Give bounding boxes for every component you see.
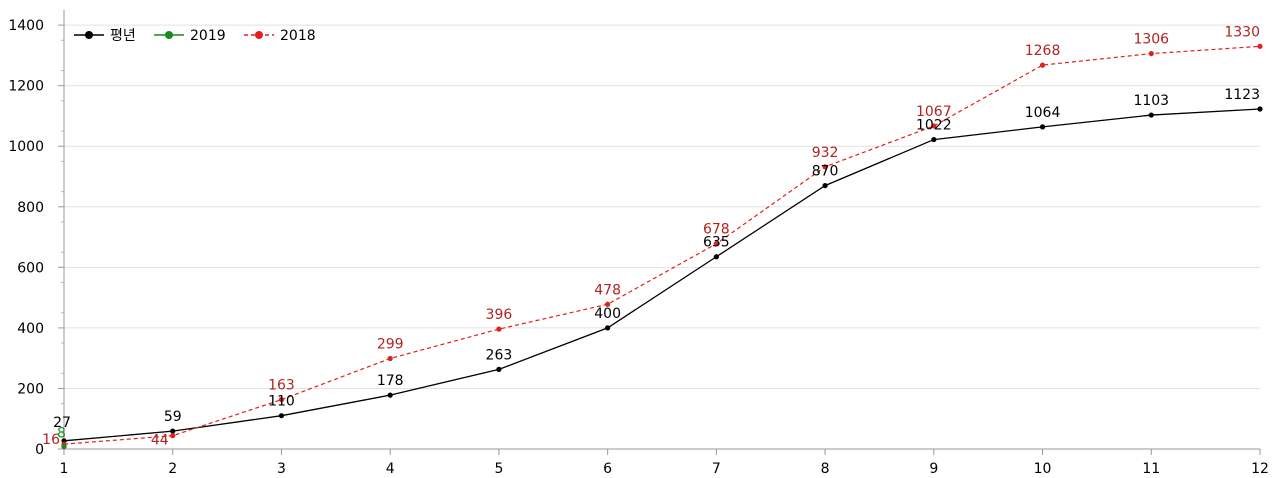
legend-marker (255, 31, 263, 39)
data-label: 400 (594, 306, 621, 322)
series-layer (61, 43, 1263, 450)
data-point (1148, 112, 1154, 118)
data-point (713, 254, 719, 260)
data-point (931, 136, 937, 143)
data-label: 27 (53, 415, 71, 431)
data-point (387, 392, 393, 398)
data-label: 1022 (916, 118, 952, 134)
data-label: 478 (594, 282, 621, 298)
data-label: 299 (377, 336, 404, 352)
data-point (1039, 62, 1046, 68)
data-point (61, 443, 67, 450)
data-label: 1330 (1224, 24, 1260, 40)
data-point (713, 241, 719, 247)
data-labels: 16 44 163 299 396 478 678 932 1067 1268 1306 1330 27… (42, 24, 1260, 448)
data-point (1148, 50, 1154, 57)
x-tick-label: 2 (168, 461, 177, 477)
data-label: 635 (703, 235, 730, 251)
data-point (278, 413, 285, 419)
data-label: 8 (57, 426, 66, 442)
data-label: 870 (812, 164, 839, 180)
x-tick-label: 11 (1142, 461, 1160, 477)
y-tick-label: 600 (17, 260, 44, 276)
data-label: 396 (486, 307, 513, 323)
legend-marker (85, 31, 93, 39)
data-label: 1067 (916, 104, 952, 120)
y-tick-label: 800 (17, 200, 44, 216)
x-tick-label: 10 (1034, 461, 1052, 477)
x-tick-label: 3 (277, 461, 286, 477)
data-point (822, 164, 828, 170)
series-line (63, 45, 1261, 445)
x-tick-label: 1 (60, 461, 69, 477)
y-tick-label: 200 (17, 381, 44, 397)
data-point (1039, 124, 1046, 130)
data-point (387, 355, 393, 362)
y-tick-label: 1000 (8, 139, 44, 155)
x-tick-label: 9 (929, 461, 938, 477)
data-point (822, 183, 828, 189)
legend-label: 평년 (110, 28, 136, 44)
data-label: 932 (812, 145, 839, 161)
data-label: 678 (703, 222, 730, 238)
x-tick-label: 7 (712, 461, 721, 477)
data-label: 110 (268, 394, 295, 410)
data-point (605, 301, 611, 307)
series-line (63, 108, 1261, 442)
data-point (496, 326, 502, 332)
data-label: 1064 (1025, 105, 1061, 121)
data-label: 163 (268, 378, 295, 394)
y-tick-label: 0 (35, 442, 44, 458)
x-tick-label: 4 (386, 461, 395, 477)
data-point (170, 428, 176, 434)
data-label: 263 (486, 347, 513, 363)
data-label: 178 (377, 373, 404, 389)
legend-label: 2018 (280, 28, 316, 44)
y-tick-label: 1200 (8, 79, 44, 95)
data-point (605, 325, 611, 331)
data-point (931, 123, 937, 129)
data-label: 59 (164, 409, 182, 425)
y-tick-label: 1400 (8, 18, 44, 34)
legend-label: 2019 (190, 28, 226, 44)
legend-marker (165, 31, 173, 39)
data-label: 1306 (1133, 32, 1169, 48)
data-point (170, 433, 176, 439)
data-point (1257, 43, 1263, 49)
y-tick-label: 400 (17, 321, 44, 337)
grid-lines (64, 24, 1260, 389)
x-tick-label: 12 (1251, 461, 1269, 477)
data-label: 1123 (1224, 87, 1260, 103)
data-label: 16 (42, 432, 60, 448)
x-tick-label: 6 (603, 461, 612, 477)
data-point (1257, 106, 1263, 112)
legend: 평년 2019 2018 (74, 28, 316, 44)
data-label: 44 (151, 433, 169, 449)
x-tick-label: 8 (821, 461, 830, 477)
data-label: 1103 (1133, 93, 1169, 109)
x-tick-label: 5 (494, 461, 503, 477)
data-point (496, 366, 502, 372)
data-point (278, 397, 285, 403)
data-label: 1268 (1025, 43, 1061, 59)
